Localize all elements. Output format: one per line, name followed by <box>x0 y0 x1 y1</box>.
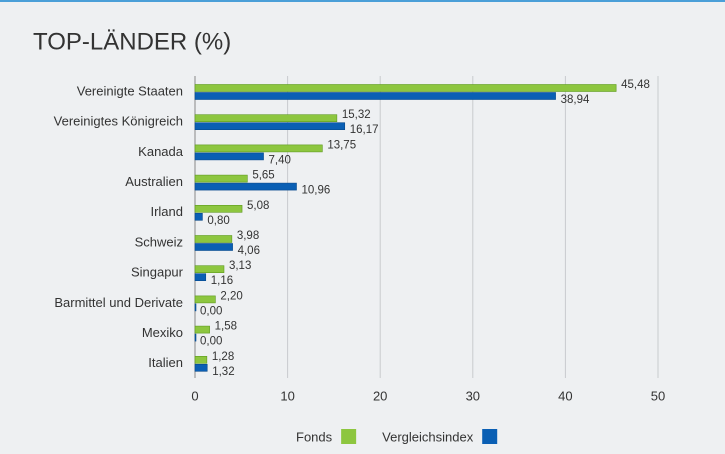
y-tick-label: Kanada <box>138 144 184 159</box>
bar <box>194 363 208 372</box>
bar <box>194 243 233 251</box>
bar <box>194 355 208 364</box>
y-tick-label: Mexiko <box>142 325 183 340</box>
value-label: 7,40 <box>269 154 291 166</box>
x-tick-label: 10 <box>280 388 294 403</box>
bar <box>194 122 346 130</box>
y-tick-label: Singapur <box>131 265 184 280</box>
bar <box>194 295 216 304</box>
value-label: 1,28 <box>212 351 234 363</box>
top-border <box>0 0 725 2</box>
value-label: 4,06 <box>238 245 260 257</box>
value-label: 1,16 <box>211 275 233 287</box>
y-tick-label: Australien <box>125 174 183 189</box>
x-tick-label: 0 <box>191 388 198 403</box>
legend-swatch <box>341 429 357 444</box>
value-label: 3,98 <box>237 230 259 242</box>
bar <box>194 235 233 243</box>
legend-label: Fonds <box>296 429 333 444</box>
bar <box>194 265 225 274</box>
y-tick-label: Barmittel und Derivate <box>54 295 183 310</box>
bar <box>194 92 556 100</box>
bar <box>194 152 264 161</box>
legend-label: Vergleichsindex <box>382 429 474 444</box>
value-label: 10,96 <box>301 185 330 197</box>
bar <box>194 114 338 122</box>
value-label: 13,75 <box>327 139 356 151</box>
chart-title: TOP-LÄNDER (%) <box>33 28 231 55</box>
bar <box>194 273 207 282</box>
value-label: 45,48 <box>621 79 650 91</box>
bar <box>194 333 197 342</box>
value-label: 0,00 <box>200 305 222 317</box>
value-label: 15,32 <box>342 109 371 121</box>
value-label: 38,94 <box>561 94 590 106</box>
y-tick-label: Schweiz <box>135 234 183 249</box>
value-label: 1,58 <box>215 321 237 333</box>
value-label: 2,20 <box>220 290 242 302</box>
bar <box>194 84 617 92</box>
bar <box>194 174 248 183</box>
bar <box>194 213 203 221</box>
value-label: 0,80 <box>207 215 229 227</box>
value-label: 0,00 <box>200 336 222 348</box>
y-tick-label: Vereinigte Staaten <box>77 83 183 98</box>
bar <box>194 303 197 312</box>
x-tick-label: 50 <box>651 388 665 403</box>
value-label: 1,32 <box>212 366 234 378</box>
x-tick-label: 40 <box>558 388 572 403</box>
y-tick-label: Vereinigtes Königreich <box>54 114 183 129</box>
y-tick-label: Italien <box>148 355 183 370</box>
bar <box>194 182 297 191</box>
value-label: 3,13 <box>229 260 251 272</box>
x-tick-label: 20 <box>373 388 387 403</box>
bar <box>194 325 210 334</box>
value-label: 16,17 <box>350 124 379 136</box>
value-label: 5,08 <box>247 200 269 212</box>
value-label: 5,65 <box>252 170 274 182</box>
x-tick-label: 30 <box>466 388 480 403</box>
bar <box>194 144 323 153</box>
y-tick-label: Irland <box>150 204 183 219</box>
legend-swatch <box>482 429 498 444</box>
bar <box>194 205 243 213</box>
